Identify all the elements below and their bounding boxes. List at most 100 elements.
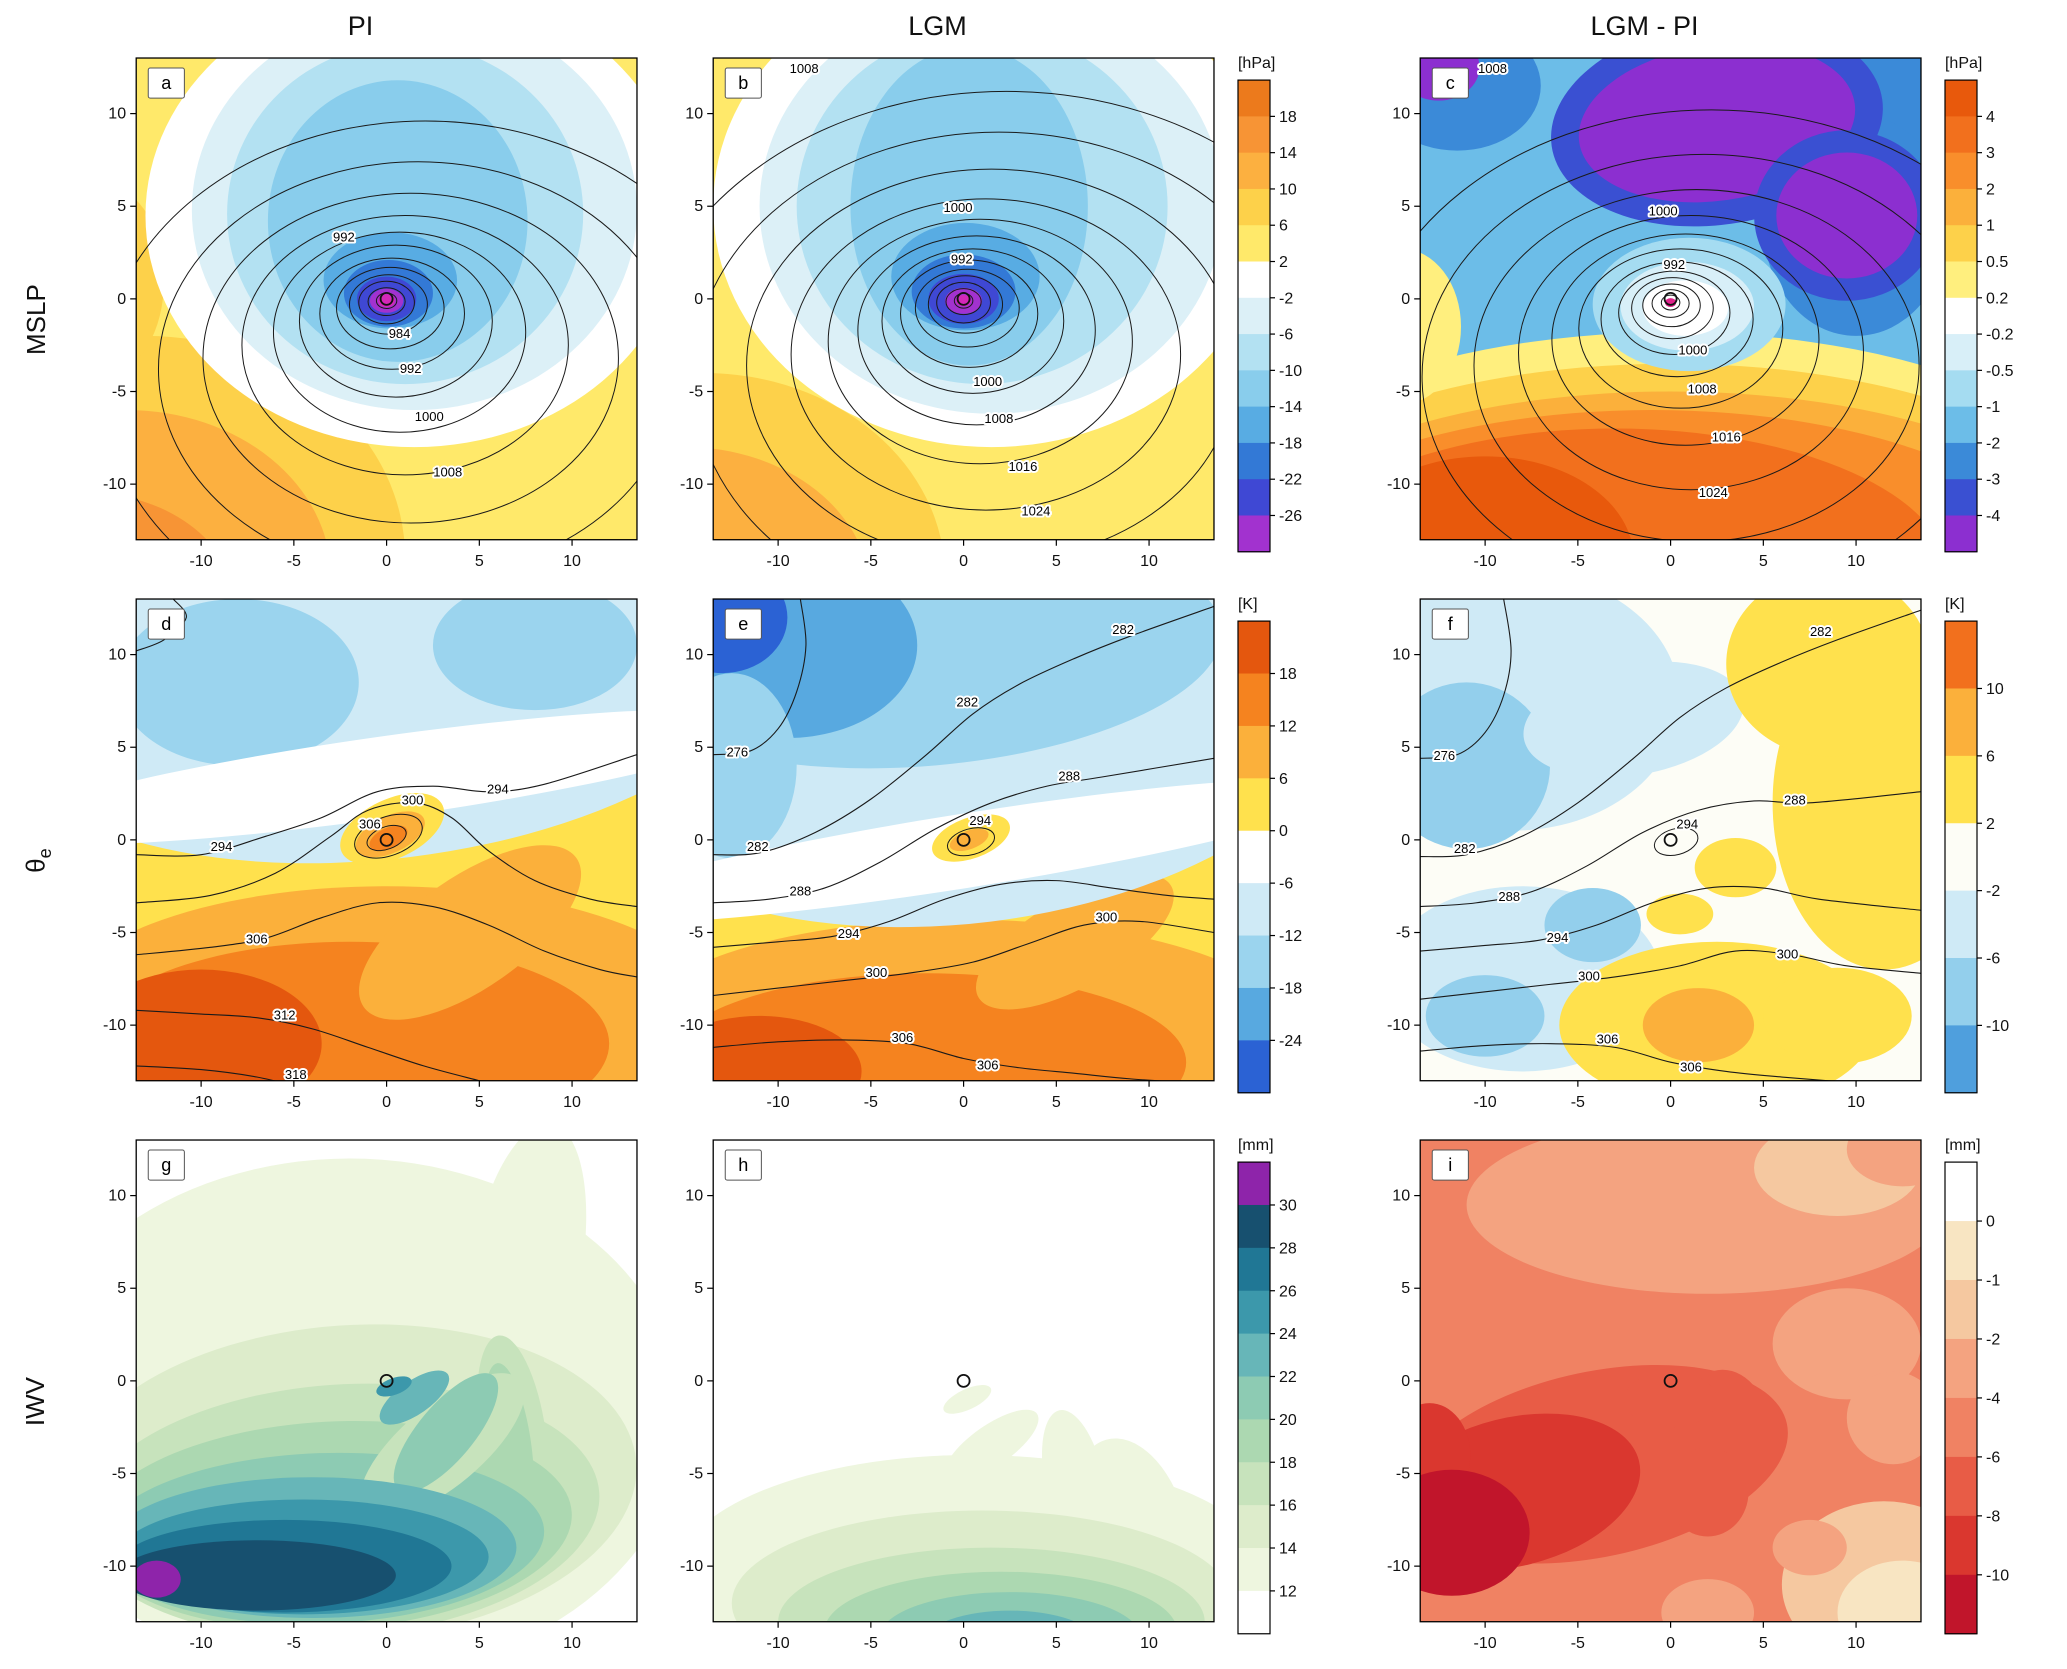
contour-line xyxy=(136,1009,482,1081)
center-marker xyxy=(379,832,394,847)
x-tick-label: -5 xyxy=(864,552,878,570)
header-spacer xyxy=(1232,6,1350,46)
contour-label: 1000 xyxy=(973,374,1002,389)
fill-region xyxy=(713,448,858,540)
colorbar-unit-label: [mm] xyxy=(1238,1136,1274,1154)
x-tick-label: -10 xyxy=(767,552,790,570)
panel-d-plot: 288294294300306306312318-10-50510-10-505… xyxy=(103,598,638,1111)
colorbar-tick-label: -6 xyxy=(1986,1448,2000,1466)
contour-ring xyxy=(1421,153,1921,540)
y-tick-label: 0 xyxy=(694,831,703,849)
contour-ring xyxy=(367,287,406,317)
fill-region xyxy=(1642,987,1755,1063)
colorbar-tick-label: 14 xyxy=(1279,1539,1297,1557)
colorbar-segment xyxy=(1238,297,1270,335)
contour-line xyxy=(136,1065,277,1081)
colorbar-tick-label: -22 xyxy=(1279,471,1302,489)
contour-ring xyxy=(1473,189,1920,540)
colorbar-iwv-diff-plot: 0 -1 -2 -4 -6 -8 -10 [mm] xyxy=(1944,1136,2009,1635)
y-tick-label: -10 xyxy=(103,1016,126,1034)
contour-line xyxy=(1420,791,1921,908)
x-tick-label: 0 xyxy=(959,1634,968,1652)
panel-letter: h xyxy=(738,1155,748,1175)
colorbar-segment xyxy=(1238,1590,1270,1635)
panel-letter-box xyxy=(1431,1149,1469,1181)
contour-ring xyxy=(158,161,637,540)
panel-g-plot: -10 -5 0 5 10 -10 -5 0 5 10 g xyxy=(103,1139,638,1652)
contour-label: 1016 xyxy=(1712,430,1741,445)
colorbar-tick-label: 18 xyxy=(1279,665,1297,683)
x-tick-label: -5 xyxy=(287,1634,301,1652)
panel-letter: c xyxy=(1446,73,1455,93)
contour-label: 1000 xyxy=(415,409,444,424)
column-title-lgm-minus-pi-text: LGM - PI xyxy=(1590,10,1699,41)
colorbar-tick-label: -6 xyxy=(1986,949,2000,967)
colorbar-segment xyxy=(1238,406,1270,444)
fill-region xyxy=(1846,1139,1921,1187)
colorbar-segment xyxy=(1238,442,1270,480)
colorbar-segment xyxy=(1238,1504,1270,1549)
x-tick-label: 10 xyxy=(1140,1634,1158,1652)
y-tick-label: -5 xyxy=(1396,1464,1410,1482)
contour-ring xyxy=(1600,261,1754,378)
colorbar-segment xyxy=(1945,755,1977,824)
x-tick-label: 0 xyxy=(959,1093,968,1111)
contour-ring xyxy=(358,280,415,325)
panel-letter: b xyxy=(738,73,748,93)
colorbar-segment xyxy=(1238,1462,1270,1506)
map-area: 276 282 282 288 288 294 294 300 300 306 306 xyxy=(1420,598,1921,1081)
colorbar-border xyxy=(1944,620,1978,1094)
y-tick-label: 10 xyxy=(1392,1186,1410,1204)
colorbar-tick-label: -2 xyxy=(1986,1330,2000,1348)
contour-line xyxy=(713,920,1214,996)
colorbar-segment xyxy=(1945,1574,1977,1635)
contour-label: 1008 xyxy=(433,465,462,480)
colorbar-tick-label: 6 xyxy=(1986,747,1995,765)
y-tick-label: -10 xyxy=(680,475,703,493)
fill-region xyxy=(136,598,359,766)
colorbar-segment xyxy=(1945,515,1977,553)
center-marker xyxy=(956,832,971,847)
column-title-pi: PI xyxy=(78,6,643,46)
contour-label: 300 xyxy=(1578,969,1600,984)
contour-ring xyxy=(354,813,423,859)
contour-label: 306 xyxy=(892,1030,914,1045)
x-tick-label: 0 xyxy=(1666,552,1675,570)
x-tick-label: -10 xyxy=(1474,1634,1497,1652)
colorbar-unit-label: [K] xyxy=(1945,595,1965,613)
colorbar-mslp: 18 14 10 6 2 -2 -6 -10 -14 -18 -22 -26 [hPa] xyxy=(1232,52,1350,587)
colorbar-segment xyxy=(1945,1338,1977,1399)
contour-line xyxy=(1420,1042,1835,1081)
colorbar-segment xyxy=(1238,80,1270,117)
colorbar-tick-label: 0.2 xyxy=(1986,289,2008,307)
contour-ring xyxy=(348,274,428,335)
fill-region xyxy=(944,1610,1076,1622)
center-marker xyxy=(379,291,394,306)
colorbar-segment xyxy=(1238,1161,1270,1206)
contour-ring xyxy=(1653,827,1699,856)
contour-label: 1000 xyxy=(1649,204,1678,219)
panel-f: 276 282 282 288 288 294 294 300 300 306 306 -10 -5 0 5… xyxy=(1362,593,1927,1128)
colorbar-tick-label: -24 xyxy=(1279,1032,1302,1050)
contour-label: 318 xyxy=(285,1067,307,1082)
colorbar-segment xyxy=(1945,1220,1977,1281)
x-tick-label: 10 xyxy=(563,552,581,570)
colorbar-tick-label: -10 xyxy=(1279,362,1302,380)
y-tick-label: 5 xyxy=(117,738,126,756)
panel-letter: d xyxy=(161,614,171,634)
map-area xyxy=(713,1139,1214,1622)
colorbar-border xyxy=(1944,79,1978,553)
colorbar-iwv-diff: 0 -1 -2 -4 -6 -8 -10 [mm] xyxy=(1939,1134,2057,1669)
y-tick-label: 0 xyxy=(1401,831,1410,849)
colorbar-tick-label: 12 xyxy=(1279,717,1297,735)
colorbar-tick-label: 24 xyxy=(1279,1325,1297,1343)
y-tick-label: 10 xyxy=(1392,105,1410,123)
panel-letter: g xyxy=(161,1155,171,1175)
colorbar-tick-label: -1 xyxy=(1986,1271,2000,1289)
x-tick-label: 0 xyxy=(1666,1093,1675,1111)
colorbar-tick-label: 18 xyxy=(1279,1454,1297,1472)
panel-letter: i xyxy=(1448,1155,1452,1175)
panel-i-plot: -10 -5 0 5 10 -10 -5 0 5 10 i xyxy=(1387,1139,1922,1652)
colorbar-mslp-plot: 18 14 10 6 2 -2 -6 -10 -14 -18 -22 -26 [hPa] xyxy=(1237,54,1302,553)
column-title-lgm-minus-pi: LGM - PI xyxy=(1362,6,1927,46)
